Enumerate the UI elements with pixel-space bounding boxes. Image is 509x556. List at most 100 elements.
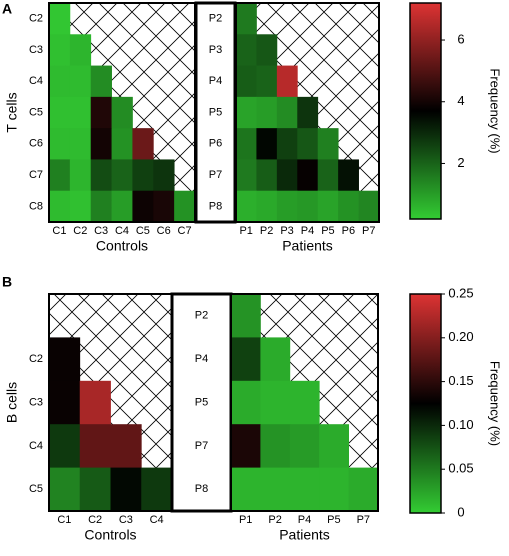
colorbar-label: Frequency (%) (488, 68, 503, 153)
control-row-label: C2 (29, 353, 43, 365)
colorbar-tick-label: 0 (457, 504, 464, 519)
middle-label-box (194, 1, 237, 224)
colorbar-tick-label: 0.25 (448, 285, 473, 300)
colorbar-tick-label: 0.05 (448, 461, 473, 476)
panel-b: B B cells C2 C3 C4 C5 C1 C2 C3 C4 Controls P2 P4 P5 P7… (2, 274, 503, 543)
control-cell (49, 96, 71, 129)
control-col-label: C4 (150, 514, 164, 526)
control-cell (132, 190, 154, 223)
colorbar-gradient (410, 294, 441, 513)
control-row-label: C3 (29, 44, 43, 56)
middle-row-label: P2 (195, 310, 208, 322)
control-cell (49, 424, 81, 468)
patient-cell (260, 424, 291, 468)
controls-axis-label: Controls (84, 527, 136, 543)
patient-cell (260, 467, 291, 512)
control-cell (90, 65, 112, 98)
patient-cell (276, 128, 298, 160)
control-cell (90, 96, 112, 129)
patient-cell (358, 190, 380, 223)
patient-col-label: P4 (301, 225, 314, 237)
panel-label: A (2, 1, 12, 17)
control-cell (110, 424, 142, 468)
middle-row-label: P5 (195, 396, 208, 408)
patient-cell (256, 65, 278, 98)
control-cell (111, 190, 133, 223)
control-row-label: C4 (29, 440, 43, 452)
control-cell (49, 3, 71, 35)
control-cell (111, 96, 133, 129)
control-col-label: C2 (88, 514, 102, 526)
control-cell (90, 128, 112, 160)
control-cell (132, 159, 154, 192)
control-row-label: C5 (29, 483, 43, 495)
patient-cell (348, 467, 379, 512)
patient-cell (256, 128, 278, 160)
patient-cell (231, 467, 261, 512)
controls-axis-label: Controls (96, 238, 148, 254)
patient-cell (231, 380, 261, 425)
control-cell (153, 159, 175, 192)
control-cell (69, 65, 92, 98)
colorbar-tick-label: 0.20 (448, 329, 473, 344)
patient-cell (236, 190, 257, 223)
middle-label-box (170, 292, 233, 513)
control-cell (111, 159, 133, 192)
control-cell (79, 380, 111, 425)
patient-cell (256, 96, 278, 129)
patient-col-label: P3 (280, 225, 293, 237)
patient-col-label: P7 (362, 225, 375, 237)
patient-cell (338, 190, 359, 223)
patient-cell (236, 159, 257, 192)
patient-cell (319, 467, 349, 512)
control-cell (49, 128, 71, 160)
colorbar-tick-label: 0.15 (448, 373, 473, 388)
patient-cell (317, 128, 339, 160)
colorbar-label: Frequency (%) (488, 361, 503, 446)
patient-cell (256, 159, 278, 192)
patient-col-label: P1 (239, 225, 252, 237)
control-cell (49, 337, 81, 382)
control-row-label: C5 (29, 106, 43, 118)
control-row-label: C7 (29, 169, 43, 181)
control-col-label: C4 (115, 225, 129, 237)
control-cell (174, 190, 196, 223)
panel-a: A T cells C2 C3 C4 C5 C6 C7 C8 C1 C2 C3 C4 C5 C6 C7 Cont… (2, 1, 503, 254)
control-cell (90, 159, 112, 192)
control-cell (49, 65, 71, 98)
middle-row-label: P8 (195, 483, 208, 495)
patients-axis-label: Patients (279, 527, 330, 543)
control-row-label: C3 (29, 396, 43, 408)
colorbar-tick-label: 2 (457, 155, 464, 170)
y-axis-label: T cells (4, 92, 20, 132)
patient-cell (260, 380, 291, 425)
colorbar-frame (409, 2, 442, 220)
control-cell (49, 190, 71, 223)
control-row-label: C4 (29, 75, 43, 87)
patient-col-label: P5 (321, 225, 334, 237)
control-cell (153, 190, 175, 223)
middle-row-label: P7 (209, 169, 222, 181)
control-col-label: C5 (136, 225, 150, 237)
patient-cell (289, 380, 320, 425)
patient-cell (289, 467, 320, 512)
middle-row-label: P6 (209, 138, 222, 150)
control-cell (49, 467, 81, 512)
control-cell (69, 190, 92, 223)
control-cell (69, 159, 92, 192)
control-col-label: C1 (52, 225, 66, 237)
control-cell (141, 467, 173, 512)
control-cell (69, 34, 92, 66)
patient-cell (260, 337, 291, 382)
control-cell (49, 159, 71, 192)
patient-cell (276, 159, 298, 192)
patient-cell (276, 65, 298, 98)
patient-cell (236, 3, 257, 35)
patients-axis-label: Patients (282, 238, 333, 254)
control-cell (110, 467, 142, 512)
patient-cell (317, 190, 339, 223)
patient-col-label: P6 (342, 225, 355, 237)
middle-row-label: P7 (195, 440, 208, 452)
patient-col-label: P5 (327, 514, 340, 526)
middle-row-label: P5 (209, 106, 222, 118)
